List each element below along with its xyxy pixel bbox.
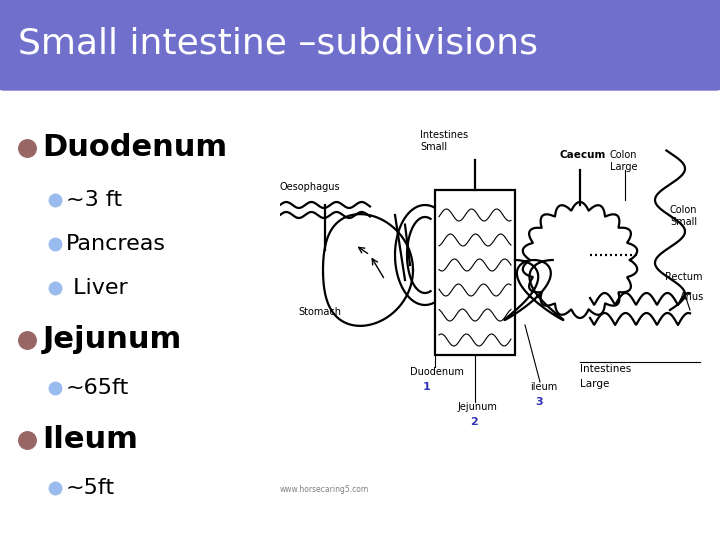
- Text: 3: 3: [535, 397, 543, 407]
- Text: ~3 ft: ~3 ft: [66, 190, 122, 210]
- Text: Small intestine –subdivisions: Small intestine –subdivisions: [18, 26, 538, 60]
- Text: Large: Large: [580, 379, 609, 389]
- Text: Duodenum: Duodenum: [42, 133, 228, 163]
- Text: Colon: Colon: [670, 205, 698, 215]
- Text: Liver: Liver: [66, 278, 127, 298]
- Text: Rectum: Rectum: [665, 272, 703, 282]
- Text: Caecum: Caecum: [560, 150, 606, 160]
- Text: ~65ft: ~65ft: [66, 378, 130, 398]
- Text: Small: Small: [670, 217, 697, 227]
- FancyBboxPatch shape: [0, 0, 720, 90]
- Text: Large: Large: [610, 162, 637, 172]
- Text: 1: 1: [423, 382, 431, 392]
- Text: Intestines: Intestines: [420, 130, 468, 140]
- Text: Anus: Anus: [680, 292, 704, 302]
- Text: Intestines: Intestines: [580, 364, 631, 374]
- Text: 2: 2: [470, 417, 478, 427]
- Text: Jejunum: Jejunum: [457, 402, 497, 412]
- Text: www.horsecaring5.com: www.horsecaring5.com: [280, 485, 369, 494]
- Text: Jejunum: Jejunum: [42, 326, 181, 354]
- Text: ileum: ileum: [530, 382, 557, 392]
- Text: Small: Small: [420, 142, 447, 152]
- Text: Duodenum: Duodenum: [410, 367, 464, 377]
- Text: Pancreas: Pancreas: [66, 234, 166, 254]
- Text: Colon: Colon: [610, 150, 637, 160]
- Text: Ileum: Ileum: [42, 426, 138, 455]
- FancyBboxPatch shape: [0, 74, 720, 540]
- Text: Stomach: Stomach: [298, 307, 341, 317]
- Text: Oesophagus: Oesophagus: [280, 182, 341, 192]
- Bar: [435, 190, 515, 355]
- Text: ~5ft: ~5ft: [66, 478, 115, 498]
